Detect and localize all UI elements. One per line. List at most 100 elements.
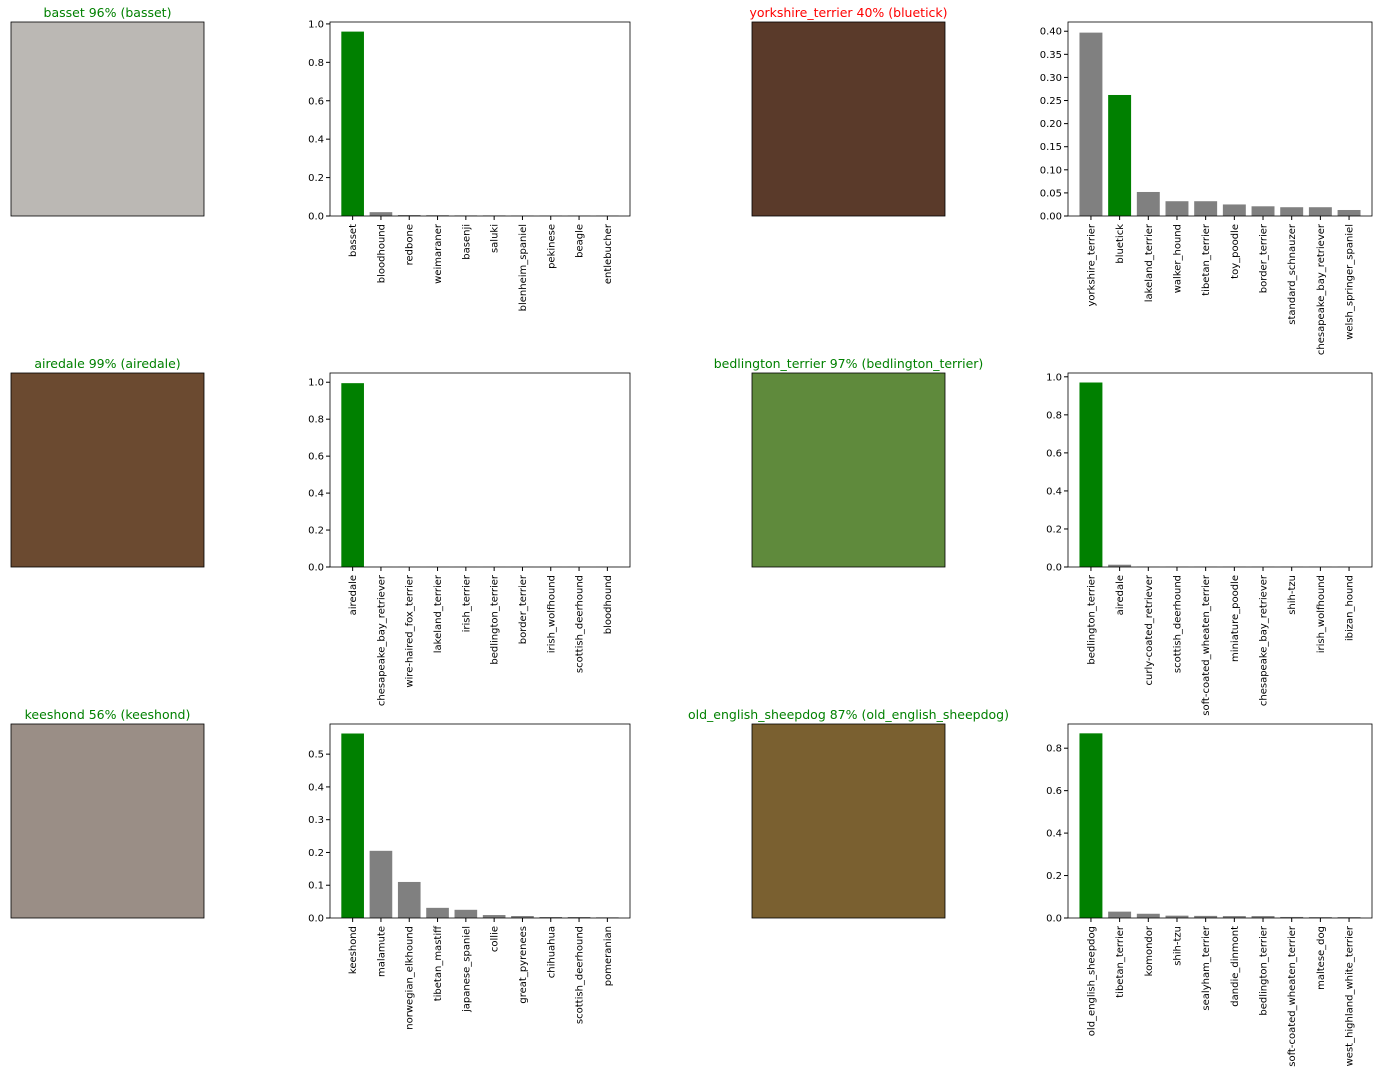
y-tick-label: 0.2 xyxy=(308,173,324,184)
x-tick-label: dandie_dinmont xyxy=(1230,926,1241,1007)
y-tick-label: 0.15 xyxy=(1040,142,1062,153)
bar xyxy=(1308,917,1332,918)
x-tick-label: tibetan_mastiff xyxy=(433,925,444,1001)
x-tick-label: tibetan_terrier xyxy=(1201,223,1212,296)
x-tick-label: welsh_springer_spaniel xyxy=(1345,224,1356,340)
x-tick-label: border_terrier xyxy=(1259,223,1270,293)
x-tick-label: soft-coated_wheaten_terrier xyxy=(1287,925,1298,1067)
dog-photo xyxy=(10,21,205,217)
x-tick-label: pomeranian xyxy=(603,926,614,986)
y-tick-label: 0.4 xyxy=(1046,829,1062,840)
bar xyxy=(1280,207,1304,216)
bar xyxy=(482,915,506,918)
dog-photo xyxy=(10,372,205,568)
x-tick-label: bloodhound xyxy=(603,575,614,634)
bar xyxy=(1280,916,1304,918)
bar xyxy=(1251,206,1275,216)
x-tick-label: pekinese xyxy=(546,224,557,269)
bar xyxy=(1251,916,1275,918)
y-tick-label: 0.8 xyxy=(308,58,324,69)
y-tick-label: 0.6 xyxy=(308,96,324,107)
x-tick-label: lakeland_terrier xyxy=(433,574,444,653)
x-tick-label: old_english_sheepdog xyxy=(1086,926,1097,1036)
x-tick-label: japanese_spaniel xyxy=(461,926,472,1013)
x-tick-label: irish_wolfhound xyxy=(546,575,557,653)
bar xyxy=(539,917,563,918)
x-tick-label: beagle xyxy=(575,224,586,258)
y-tick-label: 0.20 xyxy=(1040,119,1062,130)
x-tick-label: blenheim_spaniel xyxy=(518,224,529,311)
dog-photo xyxy=(10,723,205,919)
y-tick-label: 0.0 xyxy=(308,563,324,574)
y-tick-label: 0.30 xyxy=(1040,73,1062,84)
y-tick-label: 0.35 xyxy=(1040,50,1062,61)
x-tick-label: maltese_dog xyxy=(1316,926,1327,990)
x-tick-label: bedlington_terrier xyxy=(490,574,501,665)
y-tick-label: 0.0 xyxy=(1046,914,1062,925)
image-title: basset 96% (basset) xyxy=(44,5,172,20)
bar xyxy=(1136,191,1160,216)
x-tick-label: scottish_deerhound xyxy=(575,926,586,1024)
x-tick-label: miniature_poodle xyxy=(1230,575,1241,662)
y-tick-label: 0.5 xyxy=(308,750,324,761)
x-tick-label: shih-tzu xyxy=(1172,926,1183,966)
x-tick-label: lakeland_terrier xyxy=(1144,223,1155,302)
y-tick-label: 0.2 xyxy=(1046,524,1062,535)
y-tick-label: 0.0 xyxy=(1046,563,1062,574)
x-tick-label: scottish_deerhound xyxy=(1172,575,1183,673)
y-tick-label: 1.0 xyxy=(308,378,324,389)
x-tick-label: norwegian_elkhound xyxy=(405,926,416,1030)
bar xyxy=(1222,916,1246,918)
y-tick-label: 0.8 xyxy=(308,415,324,426)
image-title: yorkshire_terrier 40% (bluetick) xyxy=(749,5,947,20)
x-tick-label: wire-haired_fox_terrier xyxy=(405,574,416,688)
bar xyxy=(1136,913,1160,918)
x-tick-label: bedlington_terrier xyxy=(1086,574,1097,665)
x-tick-label: bedlington_terrier xyxy=(1259,925,1270,1016)
x-tick-label: bluetick xyxy=(1115,224,1126,264)
x-tick-label: irish_wolfhound xyxy=(1316,575,1327,653)
bar xyxy=(369,212,393,216)
y-tick-label: 0.0 xyxy=(308,212,324,223)
y-tick-label: 0.25 xyxy=(1040,96,1062,107)
y-tick-label: 0.2 xyxy=(308,526,324,537)
image-title: bedlington_terrier 97% (bedlington_terri… xyxy=(714,356,984,371)
x-tick-label: shih-tzu xyxy=(1287,575,1298,615)
bar xyxy=(1108,564,1132,567)
y-tick-label: 0.05 xyxy=(1040,188,1062,199)
x-tick-label: chesapeake_bay_retriever xyxy=(376,574,387,706)
bar xyxy=(1108,911,1132,918)
bar xyxy=(454,909,478,918)
x-tick-label: soft-coated_wheaten_terrier xyxy=(1201,574,1212,716)
axes-frame xyxy=(1067,372,1373,568)
y-tick-label: 0.6 xyxy=(1046,448,1062,459)
y-tick-label: 0.6 xyxy=(1046,786,1062,797)
x-tick-label: basset xyxy=(348,224,359,257)
x-tick-label: west_highland_white_terrier xyxy=(1345,925,1356,1066)
y-tick-label: 0.4 xyxy=(308,135,324,146)
y-tick-label: 0.2 xyxy=(1046,871,1062,882)
x-tick-label: malamute xyxy=(376,926,387,977)
x-tick-label: tibetan_terrier xyxy=(1115,925,1126,998)
y-tick-label: 0.10 xyxy=(1040,165,1062,176)
x-tick-label: airedale xyxy=(348,575,359,615)
x-tick-label: great_pyrenees xyxy=(518,926,529,1004)
x-tick-label: curly-coated_retriever xyxy=(1144,574,1155,685)
x-tick-label: entlebucher xyxy=(603,223,614,284)
x-tick-label: saluki xyxy=(490,224,501,253)
dog-photo xyxy=(751,372,946,568)
y-tick-label: 0.8 xyxy=(1046,744,1062,755)
image-title: airedale 99% (airedale) xyxy=(34,356,180,371)
y-tick-label: 0.4 xyxy=(308,782,324,793)
bar xyxy=(1165,915,1189,918)
image-title: old_english_sheepdog 87% (old_english_sh… xyxy=(688,707,1009,722)
x-tick-label: weimaraner xyxy=(433,223,444,284)
axes-frame xyxy=(329,372,631,568)
bar xyxy=(1194,915,1218,918)
y-tick-label: 0.40 xyxy=(1040,27,1062,38)
x-tick-label: yorkshire_terrier xyxy=(1086,223,1097,306)
x-tick-label: border_terrier xyxy=(518,574,529,644)
axes-frame xyxy=(1067,723,1373,919)
axes-frame xyxy=(1067,21,1373,217)
x-tick-label: bloodhound xyxy=(376,224,387,283)
